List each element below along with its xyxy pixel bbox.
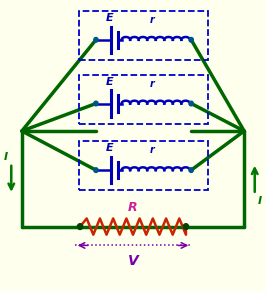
Text: R: R (128, 201, 138, 214)
Text: E: E (105, 143, 113, 153)
Circle shape (189, 101, 193, 106)
Text: r: r (150, 15, 155, 25)
Circle shape (189, 168, 193, 173)
Circle shape (94, 101, 98, 106)
Circle shape (94, 168, 98, 173)
Circle shape (77, 224, 83, 230)
Circle shape (183, 224, 189, 230)
Bar (79, 74, 209, 124)
Text: r: r (150, 79, 155, 89)
Text: E: E (105, 13, 113, 23)
Text: E: E (105, 77, 113, 87)
Text: V: V (128, 254, 138, 268)
Circle shape (94, 38, 98, 42)
Text: I: I (4, 152, 8, 162)
Text: I: I (258, 196, 262, 205)
Circle shape (189, 38, 193, 42)
Bar (79, 11, 209, 60)
Text: r: r (150, 146, 155, 155)
Bar (79, 141, 209, 190)
